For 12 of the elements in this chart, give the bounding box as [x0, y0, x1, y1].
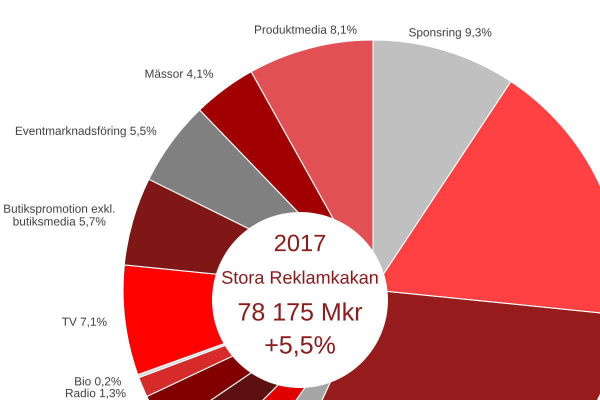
slice-label: Mässor 4,1%	[146, 70, 214, 80]
slice-label: TV 7,1%	[62, 318, 107, 328]
text: 78 175 Mkr	[238, 302, 362, 321]
slice-label: Bio 0,2%	[75, 376, 121, 387]
slice-label: Butikspromotion exkl. butiksmedia 5,7%	[4, 204, 114, 227]
slice-label: Radio 1,3%	[66, 388, 126, 399]
text: +5,5%	[265, 336, 335, 357]
slice-label: Eventmarknadsföring 5,5%	[16, 126, 156, 138]
slice-label: Sponsring 9,3%	[409, 28, 492, 39]
text: Stora Reklamkakan	[222, 270, 378, 284]
text: 2017	[274, 234, 326, 252]
slice-label: Produktmedia 8,1%	[254, 25, 357, 36]
